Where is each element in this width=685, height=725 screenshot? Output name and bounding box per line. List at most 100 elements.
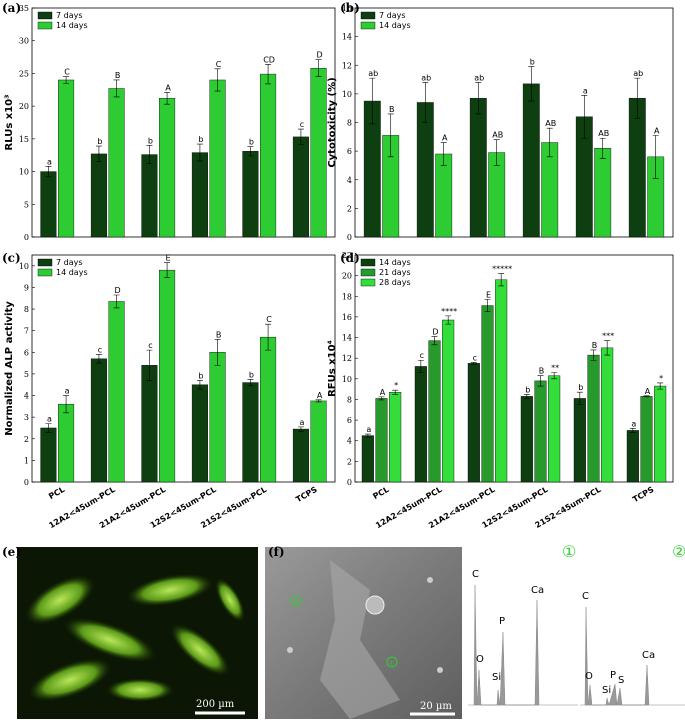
plot-frame	[31, 7, 336, 238]
y-tick-label: 16	[342, 4, 352, 13]
y-tick-label: 0	[24, 478, 29, 487]
error-bar	[528, 66, 535, 102]
legend-swatch	[360, 258, 376, 267]
bar	[442, 319, 455, 483]
bar	[159, 98, 176, 238]
error-bar	[95, 145, 102, 163]
error-bar	[498, 273, 505, 287]
y-tick-label: 14	[342, 33, 352, 42]
y-tick-label: 6	[347, 147, 352, 156]
legend-label: 7 days	[379, 11, 406, 20]
spectrum-marker: ②	[672, 542, 685, 561]
y-axis-label: Normalized ALP activity	[4, 301, 15, 436]
bar	[469, 97, 487, 238]
plot-frame	[354, 254, 674, 483]
error-bar	[643, 395, 650, 398]
error-bar	[315, 59, 322, 77]
error-bar	[364, 433, 371, 438]
bar	[428, 340, 441, 483]
significance-label: a	[299, 418, 304, 427]
y-tick-label: 15	[19, 135, 29, 144]
y-tick-label: 16	[342, 313, 352, 322]
significance-label: *****	[492, 265, 512, 274]
significance-label: D	[114, 286, 120, 295]
peak-label: Ca	[642, 650, 655, 661]
bar	[520, 396, 533, 483]
scale-label: 20 µm	[420, 701, 452, 712]
significance-label: a	[47, 157, 52, 166]
legend-swatch	[360, 11, 376, 20]
bar	[495, 279, 508, 483]
peak-label: Ca	[531, 585, 544, 596]
significance-label: B	[539, 367, 545, 376]
legend-label: 14 days	[379, 21, 411, 30]
error-bar	[214, 68, 221, 92]
significance-label: **	[551, 364, 559, 373]
error-bar	[493, 139, 500, 166]
error-bar	[63, 76, 70, 84]
significance-label: c	[148, 341, 152, 350]
bar	[242, 151, 259, 238]
y-tick-label: 8	[24, 305, 29, 314]
bar	[209, 352, 226, 483]
bar	[209, 79, 226, 238]
bar	[654, 385, 667, 483]
significance-label: D	[316, 51, 322, 60]
significance-label: c	[473, 353, 477, 362]
significance-label: A	[380, 388, 386, 397]
significance-label: A	[317, 391, 323, 400]
significance-label: E	[486, 290, 491, 299]
bar	[640, 396, 653, 483]
error-bar	[604, 340, 611, 356]
x-tick-label: TCPS	[631, 485, 656, 504]
y-tick-label: 0	[347, 233, 352, 242]
error-bar	[45, 166, 52, 178]
y-tick-label: 10	[342, 375, 352, 384]
bar	[534, 380, 547, 483]
y-axis-label: RLUs x10³	[4, 94, 15, 150]
significance-label: a	[65, 387, 70, 396]
bar	[292, 136, 309, 238]
error-bar	[164, 262, 171, 278]
y-tick-label: 5	[24, 370, 29, 379]
legend-swatch	[37, 21, 53, 30]
y-tick-label: 8	[347, 395, 352, 404]
bar	[242, 382, 259, 483]
significance-label: A	[165, 83, 171, 92]
bar	[435, 153, 453, 238]
error-bar	[378, 396, 385, 401]
y-tick-label: 2	[24, 435, 29, 444]
y-tick-label: 10	[19, 262, 29, 271]
bar	[108, 301, 125, 483]
y-tick-label: 30	[19, 37, 29, 46]
bar	[260, 73, 277, 238]
significance-label: a	[366, 425, 371, 434]
y-tick-label: 1	[24, 456, 29, 465]
legend-label: 7 days	[56, 11, 83, 20]
significance-label: ***	[602, 332, 614, 341]
bar	[522, 83, 540, 238]
significance-label: a	[631, 419, 636, 428]
legend-label: 28 days	[379, 278, 411, 287]
peak-label: P	[610, 670, 616, 681]
peak-label: Si	[602, 685, 611, 696]
y-tick-label: 4	[24, 392, 29, 401]
significance-label: b	[249, 138, 254, 147]
legend-swatch	[360, 278, 376, 287]
peak-label: C	[472, 569, 479, 580]
y-tick-label: 7	[24, 327, 29, 336]
peak-label: O	[476, 654, 484, 665]
bar	[361, 435, 374, 483]
error-bar	[387, 113, 394, 158]
legend-swatch	[360, 21, 376, 30]
significance-label: A	[645, 387, 651, 396]
significance-label: b	[97, 137, 102, 146]
bar	[40, 171, 57, 238]
bar	[375, 398, 388, 483]
bar	[191, 152, 208, 238]
significance-label: b	[198, 135, 203, 144]
significance-label: a	[583, 86, 588, 95]
legend-label: 14 days	[56, 21, 88, 30]
x-tick-label: PCL	[371, 485, 390, 501]
